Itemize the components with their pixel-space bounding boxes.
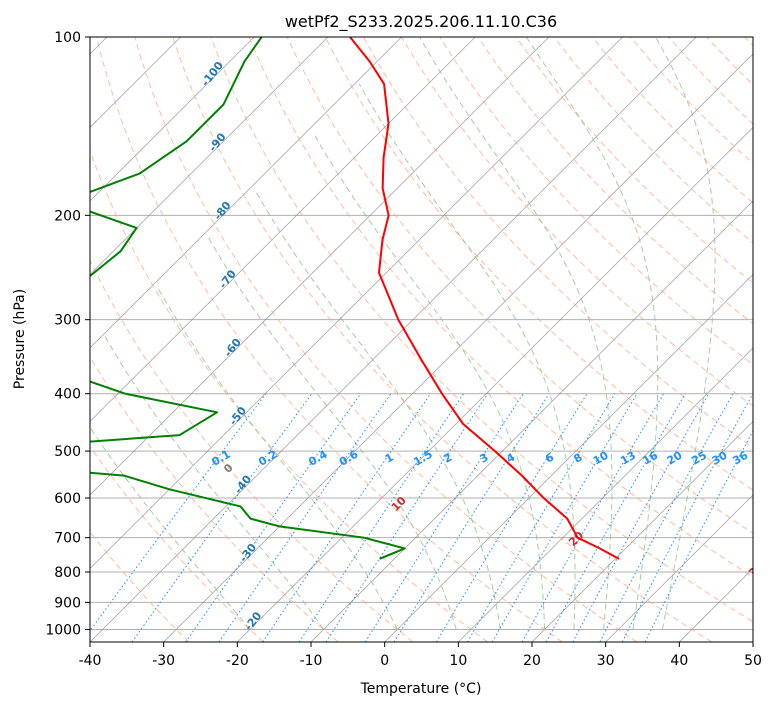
moist-adiabat-line [312,132,546,630]
dry-adiabat-line [90,259,414,642]
isotherm-line [384,273,753,642]
isotherm-line [90,37,329,275]
mixing-ratio-line [131,393,313,642]
dry-adiabat-line [248,37,753,578]
isotherm-line [605,494,753,642]
axes: -40 -30 -20 -10 0 10 20 30 40 50 100 200 300 400 500 60… [45,30,762,669]
y-tick-label: 800 [54,565,81,581]
isotherm-line [531,420,753,642]
dry-adiabat-line [134,37,638,642]
x-tick-label: -20 [226,653,249,669]
dry-adiabat-label: 30 [746,559,766,579]
dry-adiabat-line [90,445,264,642]
moist-adiabat-line [157,287,398,630]
y-tick-label: 900 [54,595,81,611]
moist-adiabat-line [90,426,251,630]
plot-frame [89,36,754,643]
isotherm-line [90,37,623,570]
mixing-ratio-line [644,429,753,642]
mixing-ratio-line [435,393,588,642]
y-tick-label: 700 [54,531,81,547]
moist-adiabat-line [419,37,613,630]
dry-adiabat-line [210,37,753,623]
x-tick-label: 10 [449,653,467,669]
x-tick-label: -40 [79,653,102,669]
moist-adiabat-line [205,233,457,630]
moist-adiabat-line [104,336,324,630]
dry-adiabat-line [96,37,563,642]
x-tick-label: -30 [152,653,175,669]
dry-adiabat-line [90,355,339,642]
chart-title: wetPf2_S233.2025.206.11.10.C36 [285,12,557,32]
dry-adiabat-line [286,37,753,534]
x-tick-label: 50 [744,653,762,669]
isotherm-line [90,37,697,642]
temperature-line [349,37,620,560]
isotherm-line [90,37,550,496]
mixing-ratio-line [185,393,362,642]
isotherm-line [90,37,255,202]
x-tick-label: 40 [670,653,688,669]
y-tick-label: 500 [54,444,81,460]
mixing-ratio-line [572,393,710,642]
mixing-ratio-line [325,393,489,642]
y-tick-label: 100 [54,30,81,46]
dry-adiabat-line [324,37,753,491]
isotherm-line [163,53,753,642]
isotherm-line [458,347,753,642]
x-tick-label: 30 [597,653,615,669]
isotherm-line [90,37,476,423]
y-axis-label: Pressure (hPa) [12,289,28,389]
x-tick-label: 20 [523,653,541,669]
dry-adiabat-line [477,37,753,325]
moist-adiabat-line [655,37,716,630]
y-tick-label: 1000 [45,622,81,638]
dry-adiabat-line [515,37,753,284]
y-tick-label: 300 [54,313,81,329]
dry-adiabat-line [172,37,713,642]
mixing-ratio-line [521,393,665,642]
dewpoint-line [90,37,406,560]
mixing-ratio-line [364,393,524,642]
mixing-ratio-line [491,393,638,642]
isotherm-line [237,126,753,642]
moist-adiabat-line [525,37,659,630]
y-tick-label: 400 [54,387,81,403]
mixing-ratio-line [90,393,267,632]
y-tick-label: 200 [54,208,81,224]
mixing-ratio-line [467,393,616,642]
x-axis-label: Temperature (°C) [360,681,482,697]
isotherm-line [90,37,402,349]
mixing-ratio-line [393,393,550,642]
y-tick-label: 600 [54,491,81,507]
x-tick-label: 0 [380,653,389,669]
moist-adiabat-line [253,187,501,630]
mixing-ratio-line [298,393,465,642]
mixing-ratio-line [262,393,432,642]
x-tick-label: -10 [300,653,323,669]
